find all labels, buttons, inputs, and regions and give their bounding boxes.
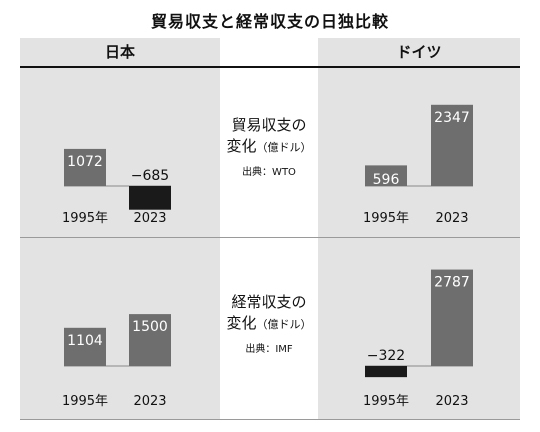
japan-current-value-label-0: 1104 xyxy=(67,333,103,349)
row-label-current: 経常収支の 変化（億ドル） 出典：IMF xyxy=(220,292,318,355)
panel-germany-trade xyxy=(318,68,520,237)
japan-trade-bar-0 xyxy=(64,148,106,186)
germany-current-bar-1 xyxy=(431,269,473,366)
germany-current-bar-0 xyxy=(365,366,407,378)
row-label-current-line1: 経常収支の xyxy=(231,293,307,311)
column-header-germany: ドイツ xyxy=(318,38,520,66)
panel-japan-trade xyxy=(20,68,220,237)
panel-japan-current xyxy=(20,238,220,419)
panel-germany-current xyxy=(318,238,520,419)
germany-trade-value-label-1: 2347 xyxy=(434,110,470,126)
row-label-trade-line2: 変化（億ドル） xyxy=(220,136,318,158)
bottom-rule xyxy=(20,419,520,420)
row-label-trade: 貿易収支の 変化（億ドル） 出典：WTO xyxy=(220,115,318,178)
header-rule xyxy=(20,66,520,68)
germany-trade-tick-label-0: 1995年 xyxy=(363,211,409,226)
japan-current-bar-0 xyxy=(64,327,106,366)
row-label-trade-unit: （億ドル） xyxy=(256,141,312,154)
row-label-trade-source: 出典：WTO xyxy=(242,167,296,178)
germany-current-tick-label-0: 1995年 xyxy=(363,394,409,409)
germany-trade-bar-1 xyxy=(431,104,473,186)
germany-current-value-label-0: −322 xyxy=(367,348,405,364)
japan-trade-value-label-0: 1072 xyxy=(67,154,103,170)
row-label-current-line2-text: 変化 xyxy=(226,314,257,332)
japan-trade-bar-1 xyxy=(129,186,171,210)
japan-current-tick-label-0: 1995年 xyxy=(62,394,108,409)
japan-trade-tick-label-0: 1995年 xyxy=(62,211,108,226)
row-divider xyxy=(20,237,520,238)
row-label-trade-line2-text: 変化 xyxy=(226,137,257,155)
germany-trade-bar-0 xyxy=(365,165,407,186)
chart-title: 貿易収支と経常収支の日独比較 xyxy=(150,12,389,31)
japan-trade-tick-label-1: 2023 xyxy=(133,211,166,226)
germany-trade-value-label-0: 596 xyxy=(373,172,400,188)
germany-current-tick-label-1: 2023 xyxy=(435,394,468,409)
japan-trade-value-label-1: −685 xyxy=(131,168,169,184)
japan-current-value-label-1: 1500 xyxy=(132,319,168,335)
row-label-current-source: 出典：IMF xyxy=(245,344,293,355)
japan-current-tick-label-1: 2023 xyxy=(133,394,166,409)
germany-trade-tick-label-1: 2023 xyxy=(435,211,468,226)
column-header-japan: 日本 xyxy=(20,38,220,66)
row-label-current-line2: 変化（億ドル） xyxy=(220,313,318,335)
germany-current-value-label-1: 2787 xyxy=(434,275,470,291)
row-label-trade-line1: 貿易収支の xyxy=(231,116,307,134)
row-label-current-unit: （億ドル） xyxy=(256,318,312,331)
japan-current-bar-1 xyxy=(129,314,171,366)
